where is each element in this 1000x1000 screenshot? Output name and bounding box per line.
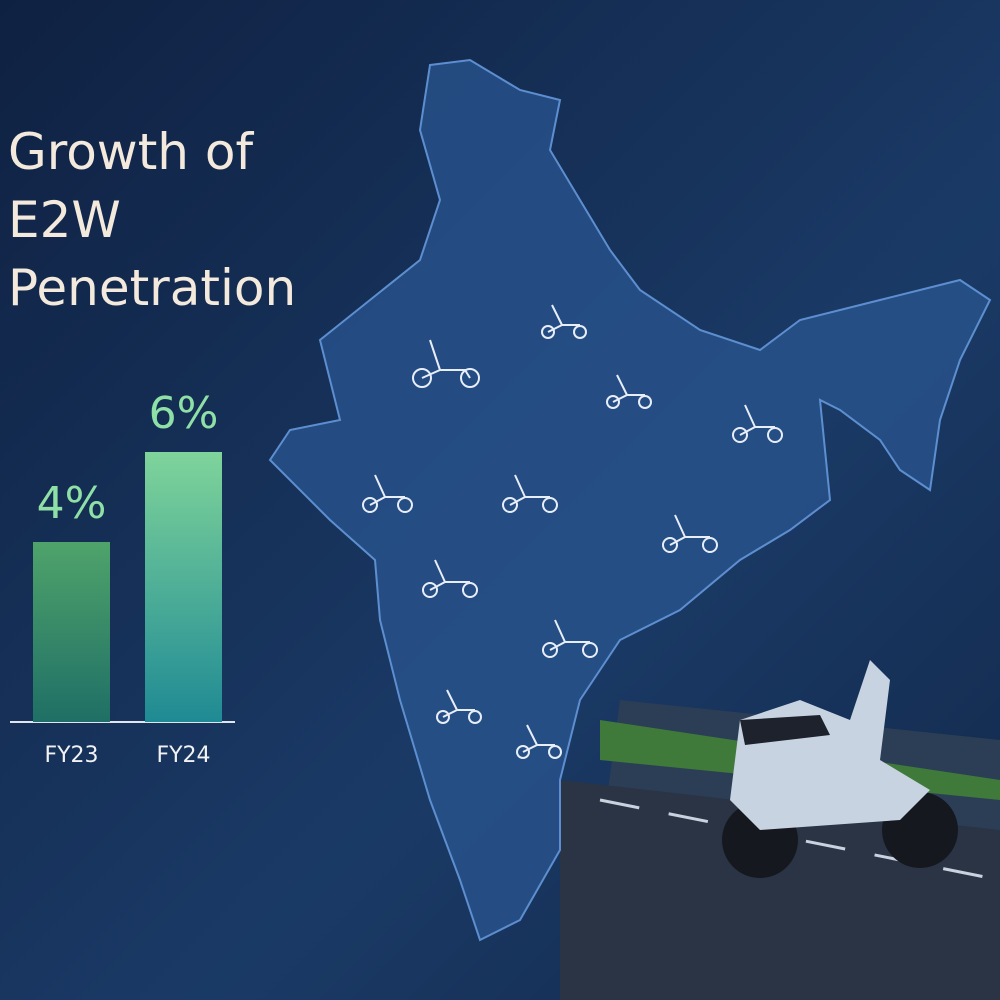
value-label: 4% [37, 478, 107, 529]
bar [33, 542, 110, 722]
india-map [268, 58, 992, 942]
scooter-icons [362, 304, 783, 759]
x-tick-label: FY23 [44, 743, 98, 768]
bar [145, 452, 222, 722]
value-label: 6% [149, 388, 219, 439]
scooter-photo [722, 660, 958, 878]
x-tick-label: FY24 [156, 743, 210, 768]
chart-title: Growth of E2W Penetration [8, 123, 297, 317]
